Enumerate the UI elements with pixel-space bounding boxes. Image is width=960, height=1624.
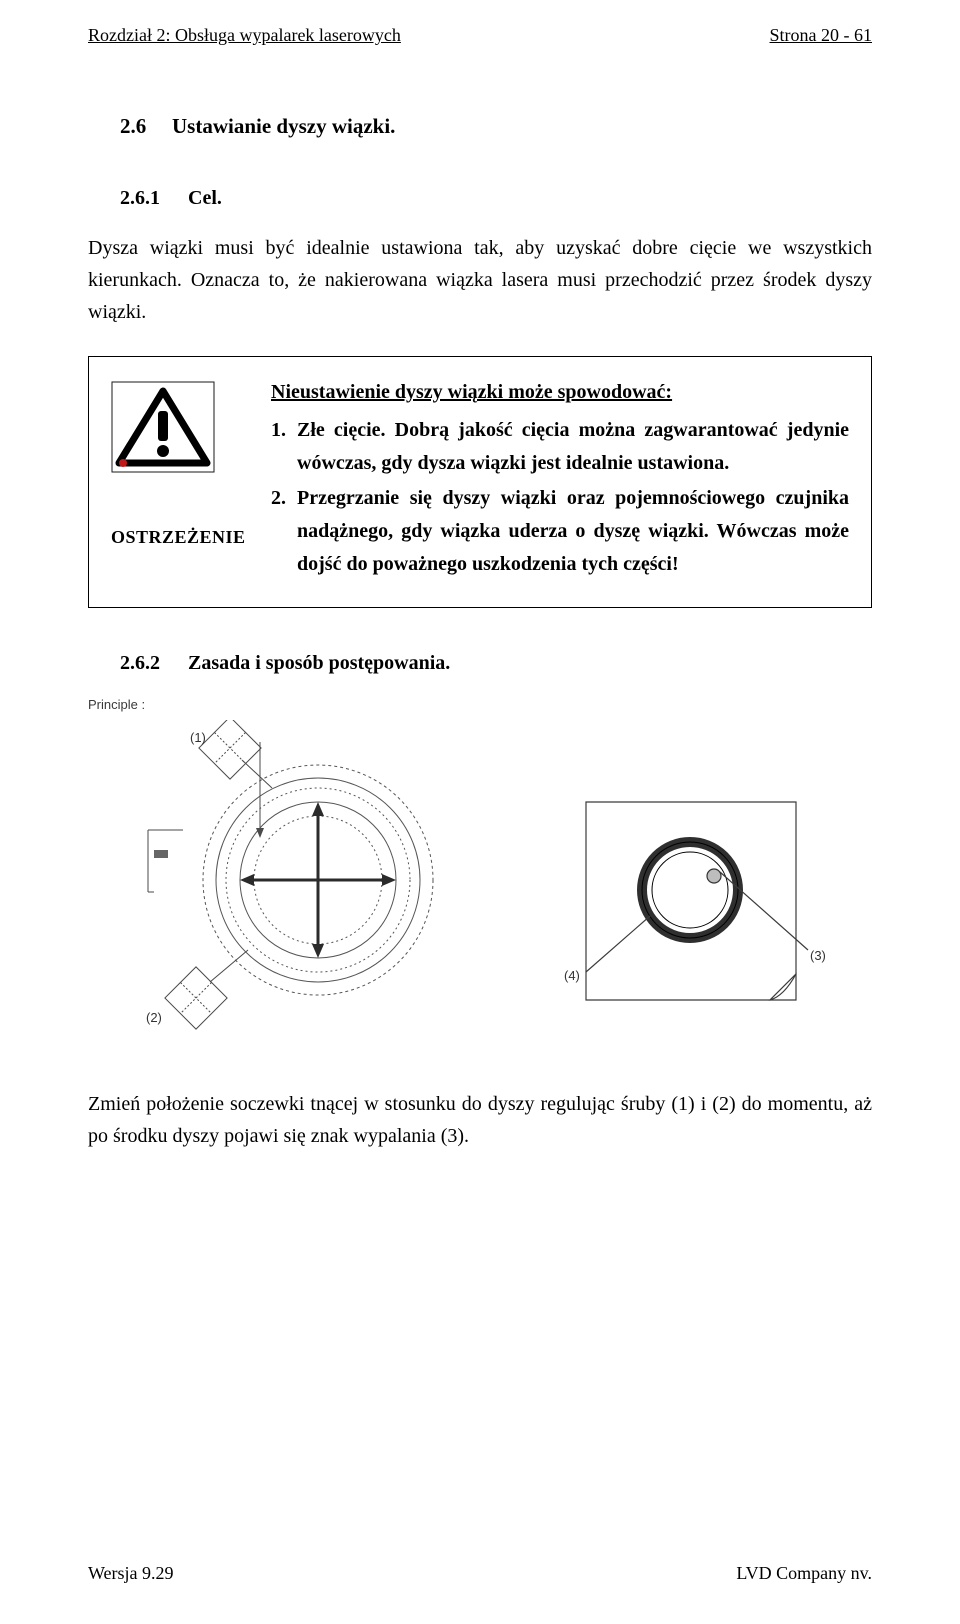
principle-label: Principle :: [88, 697, 872, 712]
diagram-label-1: (1): [190, 730, 206, 745]
subsection-title: Zasada i sposób postępowania.: [188, 652, 450, 675]
section-heading: 2.6 Ustawianie dyszy wiązki.: [120, 114, 872, 139]
warning-triangle-icon: [111, 381, 215, 473]
subsection-title: Cel.: [188, 187, 222, 210]
warning-content: Nieustawienie dyszy wiązki może spowodow…: [271, 381, 849, 583]
footer-company: LVD Company nv.: [736, 1563, 872, 1584]
header-chapter: Rozdział 2: Obsługa wypalarek laserowych: [88, 25, 401, 46]
warning-title: Nieustawienie dyszy wiązki może spowodow…: [271, 381, 849, 404]
warning-label: OSTRZEŻENIE: [111, 527, 261, 548]
warning-item-text: Przegrzanie się dyszy wiązki oraz pojemn…: [297, 482, 849, 581]
warning-left-col: OSTRZEŻENIE: [111, 381, 271, 583]
section-title: Ustawianie dyszy wiązki.: [172, 114, 395, 139]
body-paragraph: Dysza wiązki musi być idealnie ustawiona…: [88, 232, 872, 328]
warning-item-text: Złe cięcie. Dobrą jakość cięcia można za…: [297, 414, 849, 480]
body-paragraph: Zmień położenie soczewki tnącej w stosun…: [88, 1088, 872, 1152]
warning-item-number: 2.: [271, 482, 297, 581]
diagram-label-2: (2): [146, 1010, 162, 1025]
subsection-number: 2.6.1: [120, 187, 188, 210]
diagram-label-3: (3): [810, 948, 826, 963]
page-header: Rozdział 2: Obsługa wypalarek laserowych…: [88, 25, 872, 46]
section-number: 2.6: [120, 114, 172, 139]
page-footer: Wersja 9.29 LVD Company nv.: [88, 1563, 872, 1584]
warning-item: 2. Przegrzanie się dyszy wiązki oraz poj…: [271, 482, 849, 581]
subsection-number: 2.6.2: [120, 652, 188, 675]
subsection-heading: 2.6.1 Cel.: [120, 187, 872, 210]
technical-diagram: (1) (2) (3) (4): [88, 720, 872, 1040]
header-page-num: Strona 20 - 61: [770, 25, 873, 46]
footer-version: Wersja 9.29: [88, 1563, 174, 1584]
warning-item-number: 1.: [271, 414, 297, 480]
subsection-heading: 2.6.2 Zasada i sposób postępowania.: [120, 652, 872, 675]
warning-item: 1. Złe cięcie. Dobrą jakość cięcia można…: [271, 414, 849, 480]
warning-box: OSTRZEŻENIE Nieustawienie dyszy wiązki m…: [88, 356, 872, 608]
diagram-label-4: (4): [564, 968, 580, 983]
